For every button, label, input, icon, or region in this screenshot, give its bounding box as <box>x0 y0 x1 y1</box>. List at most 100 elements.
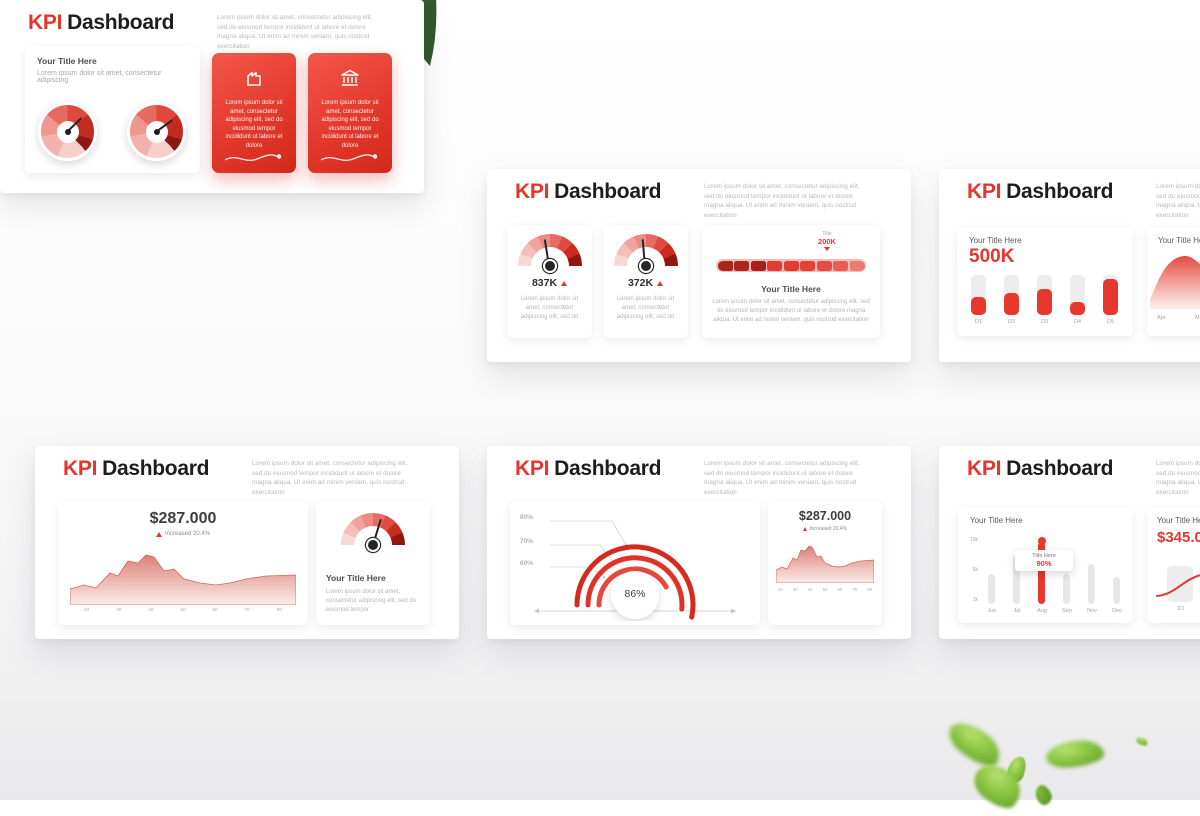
x-tick: 60 <box>212 608 218 613</box>
slide-title-accent: KPI <box>967 180 1002 203</box>
slide-title: KPI Dashboard <box>967 457 1113 481</box>
x-tick: 40 <box>807 587 813 592</box>
trend-up-icon <box>802 527 807 531</box>
slide-kpi-dashboard-4: KPI Dashboard Lorem ipsum dolor sit amet,… <box>35 446 459 639</box>
revenue-area-card: $287.000 Increased 20.4% 20 30 40 50 60 … <box>768 501 882 625</box>
tooltip-label: Title Here <box>1032 553 1056 559</box>
slide-title: KPI Dashboard <box>28 11 174 35</box>
area-chart <box>1150 256 1200 309</box>
factory-icon <box>247 71 261 86</box>
half-gauge <box>613 234 678 276</box>
bar-track <box>1037 275 1052 315</box>
half-gauge <box>341 513 405 555</box>
arc-tick-label: 60% <box>520 560 534 567</box>
small-leaf-decoration <box>1032 782 1055 808</box>
x-tick: D3 <box>1040 319 1049 325</box>
tooltip-value: 90% <box>1036 559 1052 568</box>
slide-title-rest: Dashboard <box>1006 180 1114 203</box>
gauge-hub <box>640 261 651 271</box>
donut-gauge-panel: Your Title Here Lorem ipsum dolor sit am… <box>25 46 200 173</box>
donut-gauge <box>38 102 97 161</box>
x-tick: D1 <box>1177 606 1185 612</box>
kpi-gauge-card: 372K Lorem ipsum dolor sit amet, consect… <box>603 225 688 338</box>
progress-marker: Title 200K <box>805 231 849 251</box>
small-leaf-decoration <box>942 714 1008 774</box>
trend-wave-line <box>320 154 378 161</box>
x-tick: 50 <box>822 587 828 592</box>
slide-title-accent: KPI <box>28 11 63 34</box>
kpi-delta: Increased 20.4% <box>164 531 211 537</box>
intro-paragraph: Lorem ipsum dolor sit amet, consectetur … <box>252 460 408 496</box>
slide-kpi-dashboard-5: KPI Dashboard Lorem ipsum dolor sit amet,… <box>487 446 911 639</box>
chart-tooltip: Title Here 90% <box>1015 550 1073 571</box>
concentric-arc-chart <box>534 520 736 620</box>
x-tick: 80 <box>276 608 282 613</box>
concentric-arc-chart-card: 80% 70% 60% 86% <box>510 501 760 625</box>
card-title: Your Title Here <box>761 284 821 294</box>
card-title: Your Title Here <box>970 516 1023 525</box>
x-tick: 70 <box>244 608 250 613</box>
y-tick: 10k <box>969 537 978 543</box>
slide-title-accent: KPI <box>515 180 550 203</box>
slide-kpi-dashboard-2: KPI Dashboard Lorem ipsum dolor sit amet,… <box>487 169 911 362</box>
bar-highlighted <box>1038 542 1045 604</box>
slide-title-rest: Dashboard <box>1006 457 1114 480</box>
x-tick: 60 <box>837 587 843 592</box>
x-tick: 20 <box>84 608 90 613</box>
gauge-hub <box>544 261 555 271</box>
bar-fill <box>1070 302 1085 315</box>
x-tick: 80 <box>867 587 872 592</box>
panel-subtitle: Lorem ipsum dolor sit amet, consectetur … <box>37 70 162 84</box>
marker-label: Title <box>822 231 832 237</box>
slide-title: KPI Dashboard <box>515 180 661 204</box>
x-tick: Apr <box>1157 315 1166 321</box>
info-card-text: Lorem ipsum dolor sit amet, consectetur … <box>321 100 379 149</box>
card-title: Your Title Here <box>326 573 386 583</box>
area-chart-card: Your Title Here Apr May <box>1147 227 1200 336</box>
trend-up-icon <box>657 280 664 286</box>
card-title: Your Title Here <box>969 236 1022 245</box>
x-tick: 30 <box>792 587 798 592</box>
marker-pointer-icon <box>824 247 830 251</box>
bar <box>1013 556 1020 604</box>
monthly-bar-chart-card: Your Title Here 10k 5k 1k Title Here 90%… <box>958 508 1133 623</box>
x-tick: 50 <box>180 608 186 613</box>
card-title: Your Title Here <box>1158 236 1200 245</box>
x-tick: Nov <box>1087 608 1097 614</box>
bar-track <box>1070 275 1085 315</box>
arc-tick-label: 70% <box>520 538 534 545</box>
x-tick: Aug <box>1037 608 1047 614</box>
segmented-progress-bar <box>716 259 866 272</box>
x-tick: Sep <box>1062 608 1072 614</box>
kpi-delta: Increased 20.4% <box>809 526 848 532</box>
x-tick: D5 <box>1106 319 1115 325</box>
x-tick: 30 <box>116 608 122 613</box>
gauge-hub <box>64 128 71 135</box>
kpi-value: 837K <box>531 277 558 289</box>
gauge-hub <box>368 540 378 550</box>
info-card-text: Lorem ipsum dolor sit amet, consectetur … <box>225 100 283 149</box>
bar-dot <box>1037 537 1046 545</box>
arc-center-value: 86% <box>624 588 646 600</box>
bar <box>1113 577 1120 604</box>
x-tick: D2 <box>1007 319 1016 325</box>
x-tick: 20 <box>778 587 783 592</box>
slide-title: KPI Dashboard <box>967 180 1113 204</box>
slide-title: KPI Dashboard <box>63 457 209 481</box>
revenue-area-card: $287.000 Increased 20.4% 20 30 40 50 60 … <box>58 501 308 625</box>
x-tick: Jun <box>987 608 997 614</box>
card-title: Your Title Here <box>1157 516 1200 525</box>
bar <box>1063 574 1070 604</box>
x-axis: 20 30 40 50 60 70 80 <box>84 608 282 613</box>
x-tick: Jul <box>1013 608 1021 614</box>
kpi-desc: Lorem ipsum dolor sit amet, consectetur … <box>520 296 579 320</box>
kpi-value: 372K <box>627 277 654 289</box>
trend-line-card: Your Title Here $345.000 D1 <box>1147 508 1200 623</box>
slide-title-accent: KPI <box>515 457 550 480</box>
donut-gauge <box>127 102 186 161</box>
gauge-hub <box>153 128 160 135</box>
slide-title-rest: Dashboard <box>67 11 175 34</box>
trend-up-icon <box>561 280 568 286</box>
